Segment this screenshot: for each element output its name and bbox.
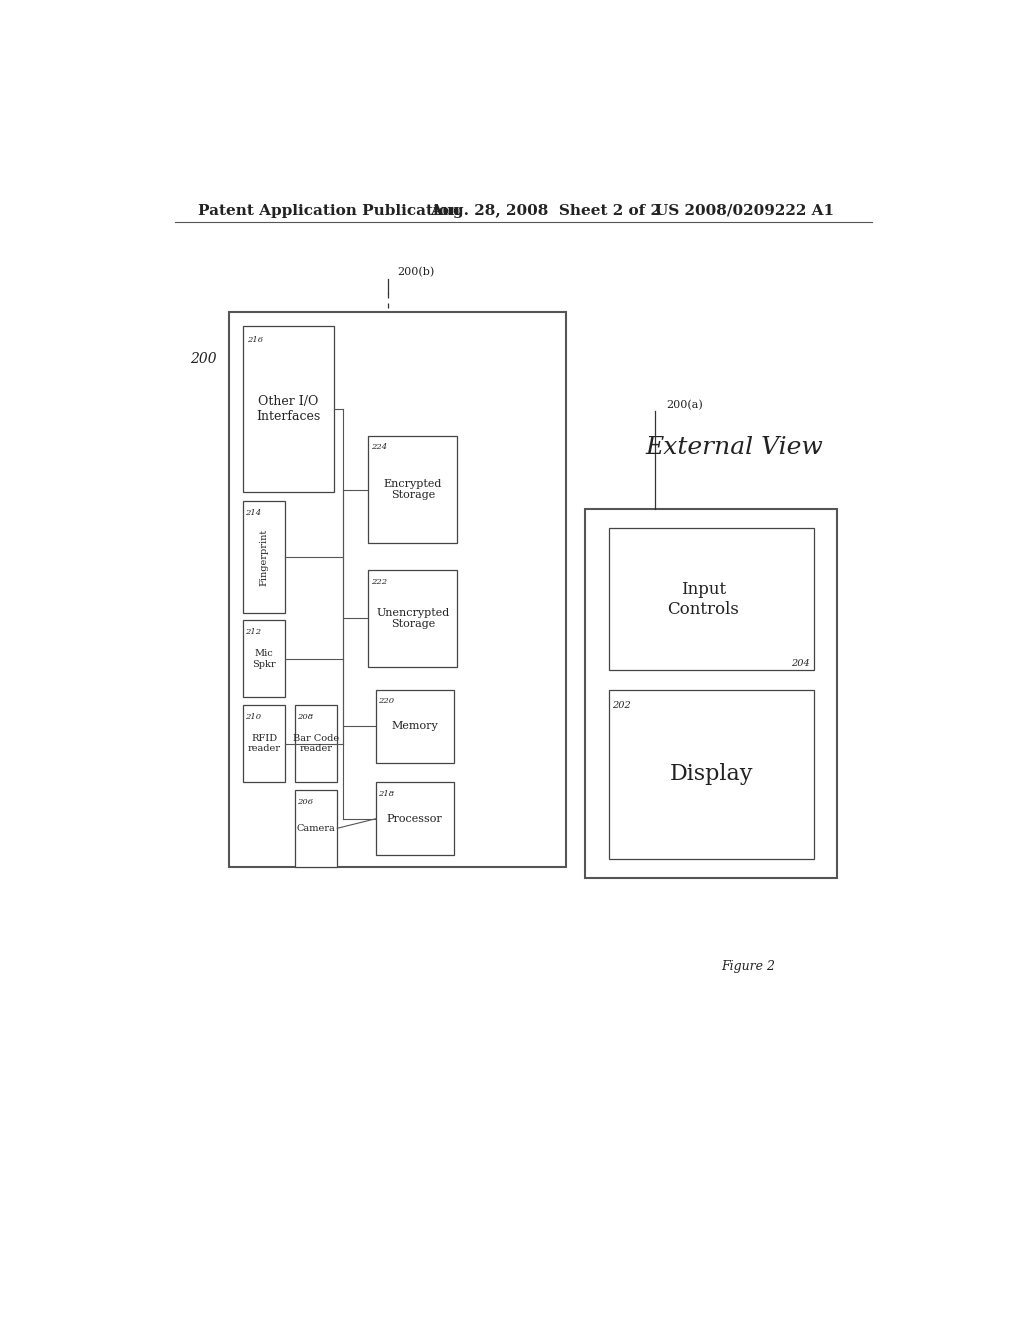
Text: Aug. 28, 2008  Sheet 2 of 2: Aug. 28, 2008 Sheet 2 of 2 (430, 203, 662, 218)
Text: Fingerprint: Fingerprint (259, 528, 268, 586)
Text: Other I/O
Interfaces: Other I/O Interfaces (256, 395, 321, 422)
Bar (586, 508, 838, 878)
Text: 222: 222 (371, 578, 387, 586)
Text: US 2008/0209222 A1: US 2008/0209222 A1 (655, 203, 835, 218)
Text: 200: 200 (190, 351, 217, 366)
Bar (369, 436, 458, 544)
Text: Processor: Processor (387, 813, 442, 824)
Bar (376, 781, 454, 855)
Text: 212: 212 (245, 628, 261, 636)
Text: Encrypted
Storage: Encrypted Storage (384, 479, 442, 500)
Bar (369, 570, 458, 667)
Bar (243, 705, 286, 781)
Text: 216: 216 (247, 335, 263, 343)
Text: Display: Display (670, 763, 753, 785)
Text: Mic
Spkr: Mic Spkr (252, 649, 275, 669)
Text: RFID
reader: RFID reader (248, 734, 281, 754)
Bar (608, 689, 814, 859)
Text: 208: 208 (297, 713, 313, 721)
Text: 202: 202 (612, 701, 631, 710)
Text: Input
Controls: Input Controls (668, 581, 739, 618)
Bar (608, 528, 814, 671)
Text: Figure 2: Figure 2 (721, 961, 775, 973)
Bar (295, 789, 337, 867)
Text: Unencrypted
Storage: Unencrypted Storage (376, 607, 450, 630)
Bar (228, 313, 566, 867)
Text: 214: 214 (245, 508, 261, 516)
Text: 204: 204 (792, 659, 810, 668)
Bar (295, 705, 337, 781)
Text: Patent Application Publication: Patent Application Publication (198, 203, 460, 218)
Text: 224: 224 (371, 444, 387, 451)
Bar (243, 620, 286, 697)
Text: 206: 206 (297, 797, 313, 805)
Text: 220: 220 (378, 697, 394, 705)
Text: External View: External View (645, 436, 823, 458)
Bar (243, 502, 286, 612)
Text: Memory: Memory (391, 721, 438, 731)
Text: 200(a): 200(a) (667, 400, 703, 411)
Bar (376, 689, 454, 763)
Text: 210: 210 (245, 713, 261, 721)
Text: 218: 218 (378, 789, 394, 797)
Text: Bar Code
reader: Bar Code reader (293, 734, 339, 754)
Text: 200(b): 200(b) (397, 267, 435, 277)
Text: Camera: Camera (297, 824, 335, 833)
Bar (243, 326, 334, 492)
